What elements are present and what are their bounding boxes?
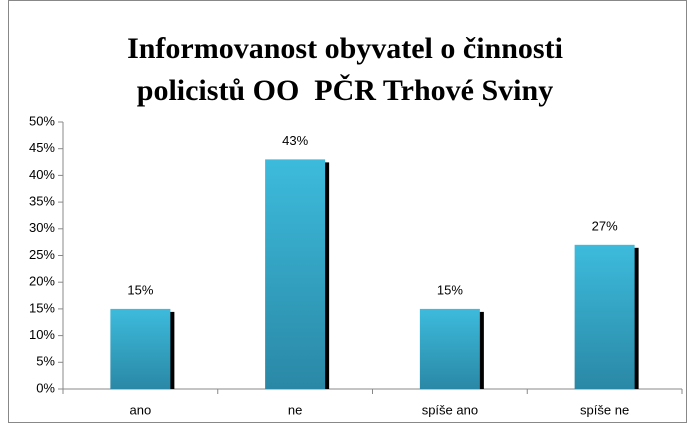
chart-title: Informovanost obyvatel o činnosti polici… [127,32,571,107]
bar [110,308,171,389]
y-tick-label: 5% [36,354,55,369]
x-tick-label: ne [288,402,302,417]
x-tick-label: spíše ne [580,402,629,417]
data-label: 15% [127,282,153,297]
bar [265,159,326,389]
y-tick-label: 30% [29,220,55,235]
y-tick-label: 50% [29,113,55,128]
y-tick-label: 40% [29,167,55,182]
y-tick-label: 20% [29,274,55,289]
y-tick-label: 35% [29,194,55,209]
y-tick-label: 45% [29,140,55,155]
bar [419,308,480,389]
data-label: 43% [282,133,308,148]
data-label: 15% [437,282,463,297]
bar [574,244,635,389]
data-label: 27% [592,218,618,233]
y-tick-label: 0% [36,380,55,395]
x-tick-label: spíše ano [422,402,478,417]
x-tick-label: ano [130,402,152,417]
y-tick-label: 15% [29,300,55,315]
y-tick-label: 25% [29,247,55,262]
y-tick-label: 10% [29,327,55,342]
